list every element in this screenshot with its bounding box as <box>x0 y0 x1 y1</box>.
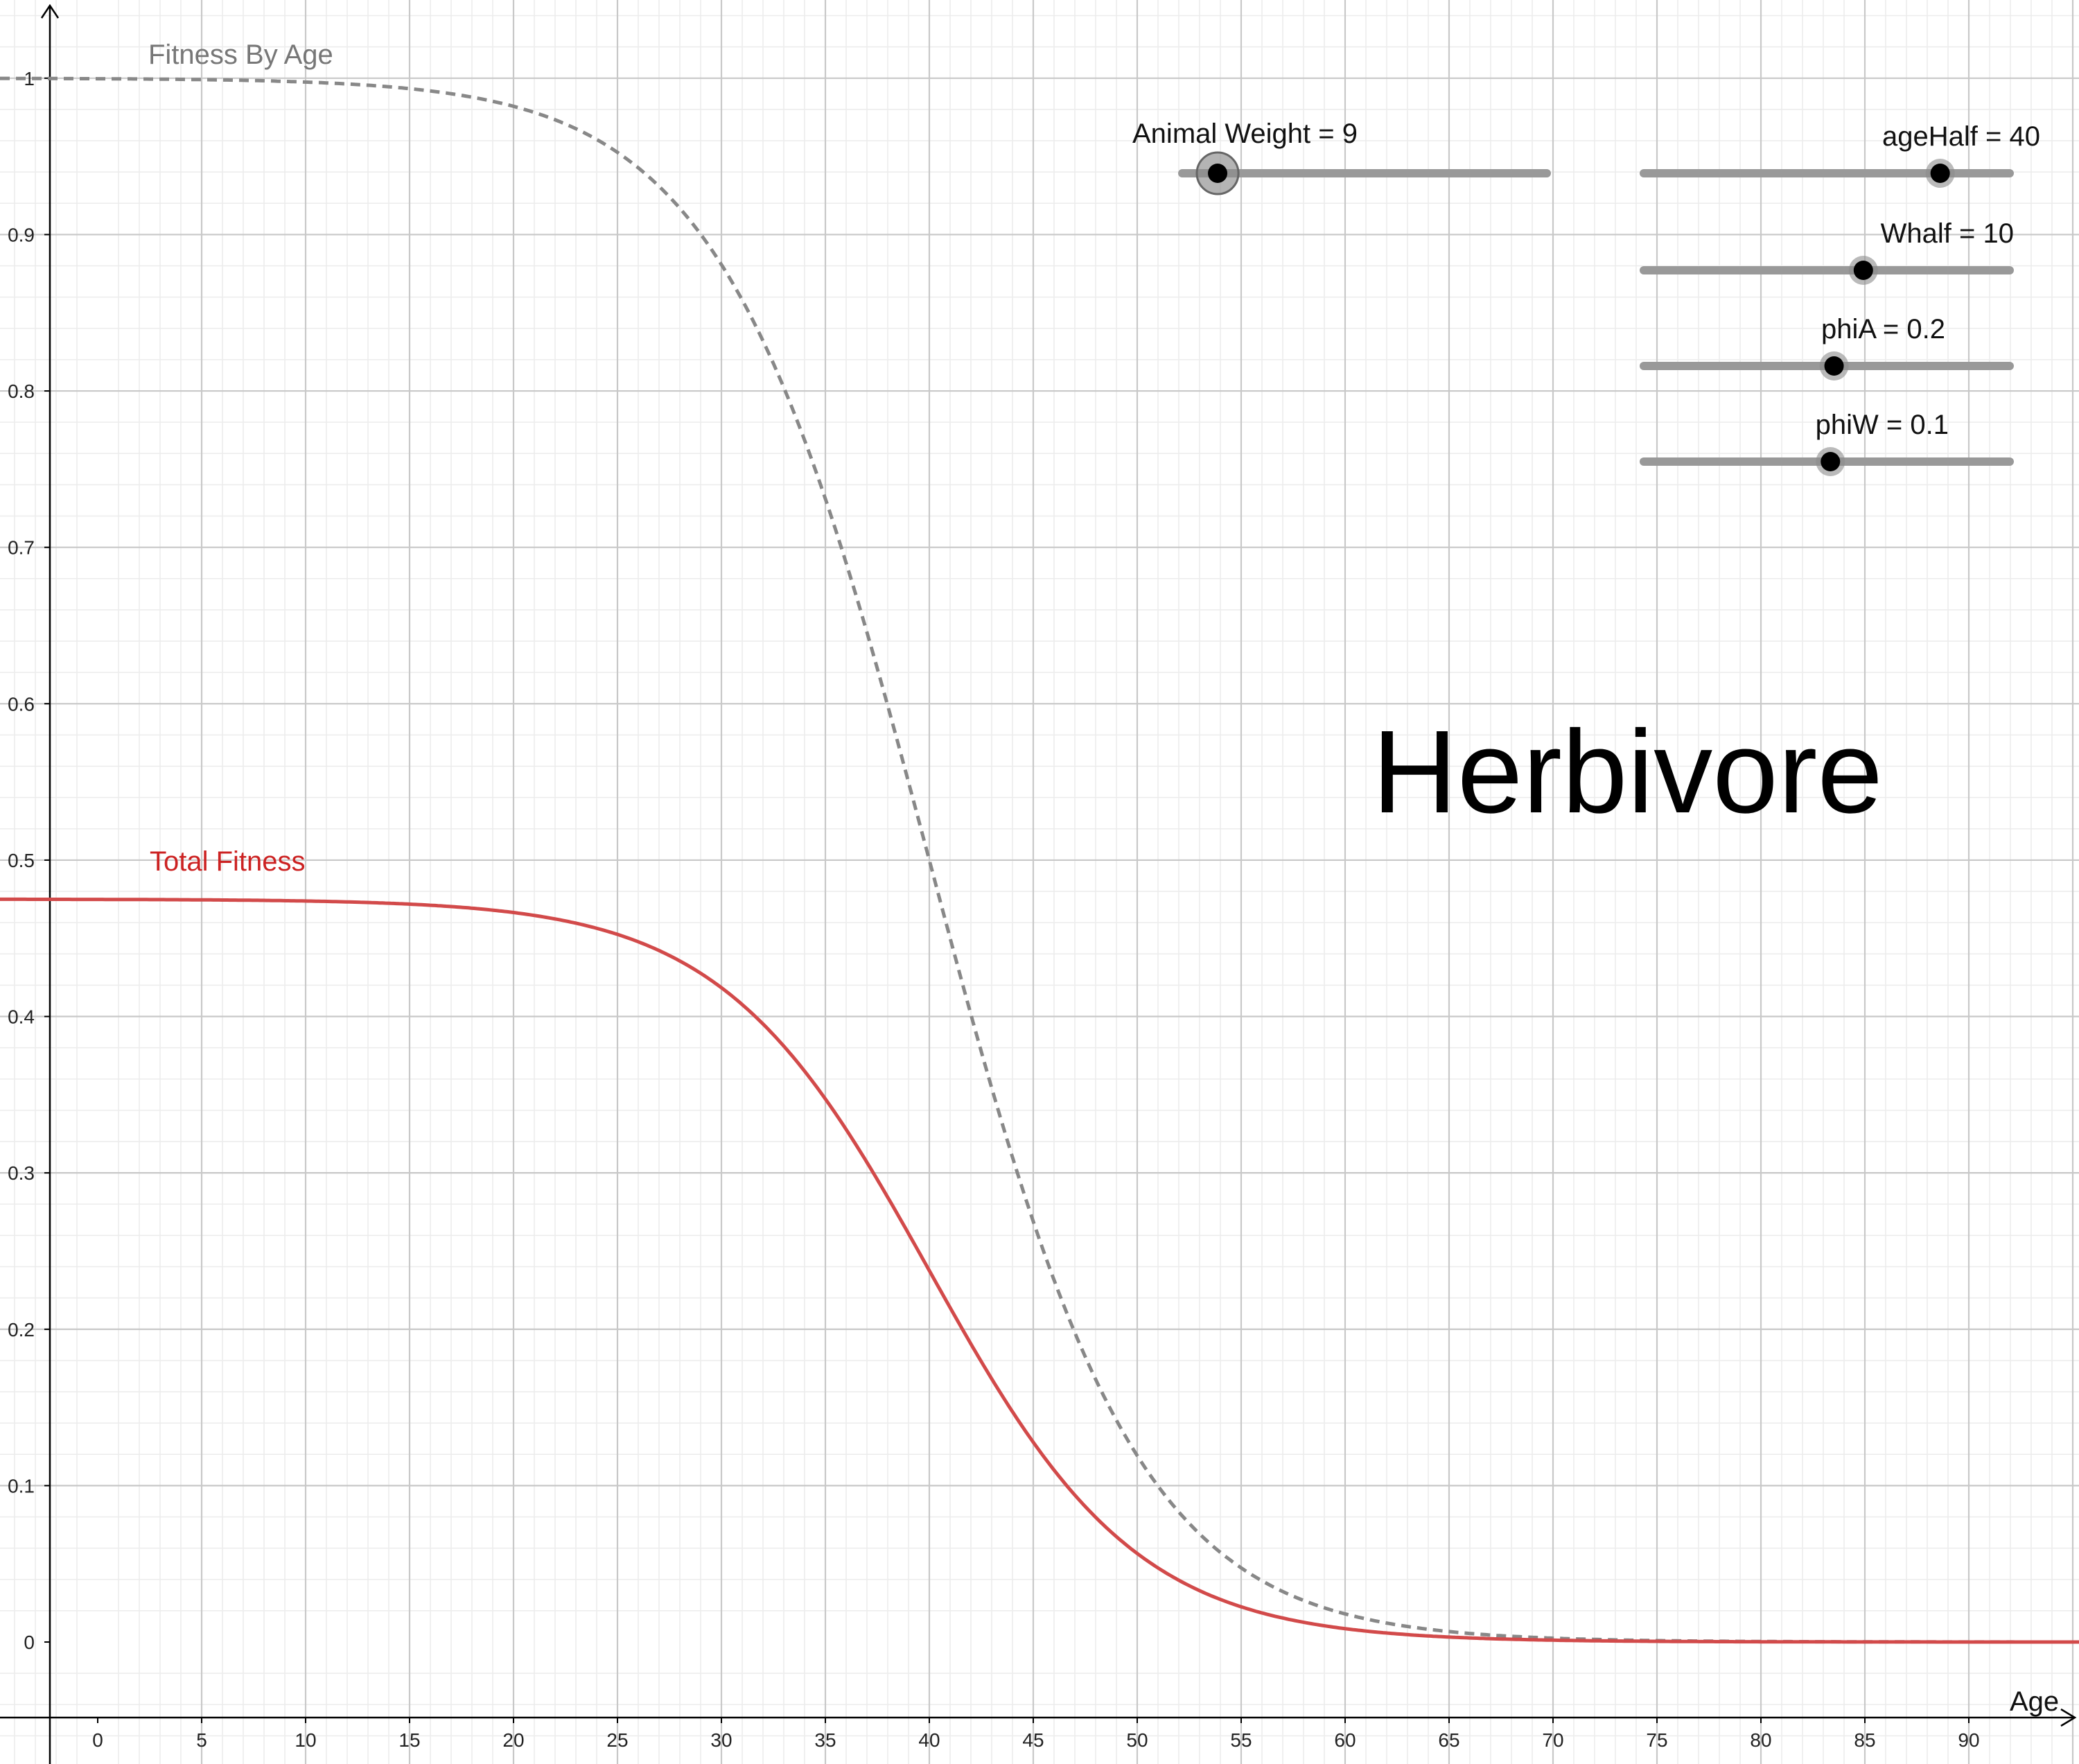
x-tick-label: 35 <box>814 1729 836 1751</box>
x-tick-label: 90 <box>1958 1729 1979 1751</box>
circle-knob-icon[interactable] <box>1208 164 1228 183</box>
y-tick-label: 0.7 <box>8 537 35 559</box>
y-tick-label: 0.3 <box>8 1162 35 1184</box>
x-axis-label: Age <box>2010 1686 2059 1717</box>
slider-w-half[interactable]: Whalf = 10 <box>1640 218 2014 285</box>
fitness-by-age-label: Fitness By Age <box>148 40 333 70</box>
circle-knob-icon[interactable] <box>1824 356 1844 376</box>
y-tick-label: 0.4 <box>8 1006 35 1028</box>
slider-label: Whalf = 10 <box>1881 218 2014 249</box>
slider-age-half[interactable]: ageHalf = 40 <box>1640 121 2040 188</box>
circle-knob-icon[interactable] <box>1853 261 1873 280</box>
y-tick-label: 1 <box>24 68 35 89</box>
tick-labels: 0 5 10 15 20 25 30 35 40 45 50 55 60 65 70 75 80 85 90 0 0.1… <box>8 68 1980 1751</box>
x-tick-label: 70 <box>1542 1729 1563 1751</box>
x-tick-label: 30 <box>710 1729 732 1751</box>
x-tick-label: 65 <box>1438 1729 1459 1751</box>
sliders[interactable]: Animal Weight = 9 ageHalf = 40 Whalf = 10 p… <box>1132 119 2040 476</box>
y-tick-label: 0 <box>24 1632 35 1653</box>
x-tick-label: 60 <box>1334 1729 1356 1751</box>
y-axis-arrow-icon <box>40 3 60 19</box>
x-tick-label: 80 <box>1750 1729 1771 1751</box>
total-fitness-curve[interactable] <box>0 897 2079 1644</box>
slider-label: ageHalf = 40 <box>1882 121 2040 152</box>
x-tick-label: 20 <box>502 1729 524 1751</box>
x-tick-label: 75 <box>1646 1729 1667 1751</box>
x-tick-label: 10 <box>295 1729 316 1751</box>
slider-label: phiA = 0.2 <box>1821 314 1945 344</box>
y-tick-label: 0.1 <box>8 1475 35 1496</box>
y-tick-label: 0.2 <box>8 1319 35 1341</box>
circle-knob-icon[interactable] <box>1930 164 1950 183</box>
slider-label: phiW = 0.1 <box>1816 410 1949 440</box>
total-fitness-label: Total Fitness <box>150 846 306 877</box>
x-tick-label: 5 <box>196 1729 207 1751</box>
x-tick-label: 85 <box>1854 1729 1875 1751</box>
slider-phi-a[interactable]: phiA = 0.2 <box>1640 314 2014 381</box>
slider-label: Animal Weight = 9 <box>1132 119 1358 149</box>
y-tick-label: 0.9 <box>8 224 35 245</box>
x-axis-arrow-icon <box>2060 1708 2077 1727</box>
slider-phi-w[interactable]: phiW = 0.1 <box>1640 410 2014 476</box>
x-tick-label: 40 <box>918 1729 940 1751</box>
y-tick-label: 0.8 <box>8 381 35 402</box>
curve-labels: Fitness By Age Total Fitness <box>148 40 333 877</box>
circle-knob-icon[interactable] <box>1821 452 1841 471</box>
x-tick-label: 45 <box>1022 1729 1044 1751</box>
herbivore-title: Herbivore <box>1372 706 1883 838</box>
x-tick-label: 25 <box>606 1729 628 1751</box>
x-tick-label: 0 <box>92 1729 103 1751</box>
y-tick-label: 0.6 <box>8 693 35 715</box>
slider-animal-weight[interactable]: Animal Weight = 9 <box>1132 119 1551 195</box>
x-tick-label: 15 <box>398 1729 420 1751</box>
curves <box>0 76 2079 1644</box>
x-tick-label: 55 <box>1230 1729 1252 1751</box>
y-tick-label: 0.5 <box>8 850 35 871</box>
x-tick-label: 50 <box>1126 1729 1148 1751</box>
axes <box>0 3 2077 1764</box>
